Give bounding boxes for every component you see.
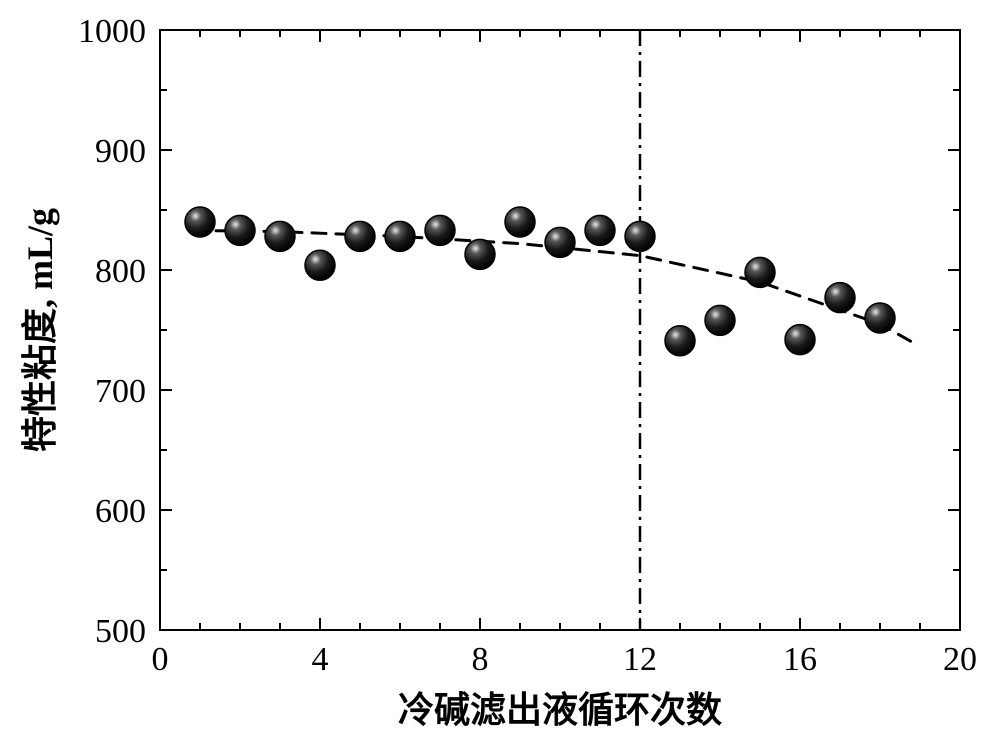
data-point [585, 215, 615, 245]
data-point [425, 215, 455, 245]
data-point [865, 303, 895, 333]
data-point [345, 221, 375, 251]
x-tick-label: 20 [943, 641, 977, 678]
data-point [465, 239, 495, 269]
x-tick-label: 12 [623, 641, 657, 678]
viscosity-chart: 0 4 8 12 16 20 500 600 700 800 900 1000 冷碱滤出液循环次数 特性粘… [0, 0, 1000, 744]
y-tick-label: 1000 [78, 13, 146, 50]
data-point [625, 221, 655, 251]
data-point [665, 326, 695, 356]
y-tick-label: 600 [95, 493, 146, 530]
data-point [505, 207, 535, 237]
data-point [705, 305, 735, 335]
data-point [545, 227, 575, 257]
data-point [265, 221, 295, 251]
data-point [185, 207, 215, 237]
y-tick-label: 800 [95, 253, 146, 290]
data-point [745, 257, 775, 287]
x-axis-label: 冷碱滤出液循环次数 [398, 690, 722, 730]
y-tick-label: 700 [95, 373, 146, 410]
data-point [785, 325, 815, 355]
data-point [305, 250, 335, 280]
y-axis-label: 特性粘度, mL/g [20, 208, 60, 452]
x-tick-label: 4 [312, 641, 329, 678]
y-tick-label: 900 [95, 133, 146, 170]
data-point [225, 215, 255, 245]
data-point [385, 221, 415, 251]
data-point [825, 283, 855, 313]
y-tick-label: 500 [95, 613, 146, 650]
x-tick-label: 16 [783, 641, 817, 678]
x-tick-label: 8 [472, 641, 489, 678]
x-tick-label: 0 [152, 641, 169, 678]
